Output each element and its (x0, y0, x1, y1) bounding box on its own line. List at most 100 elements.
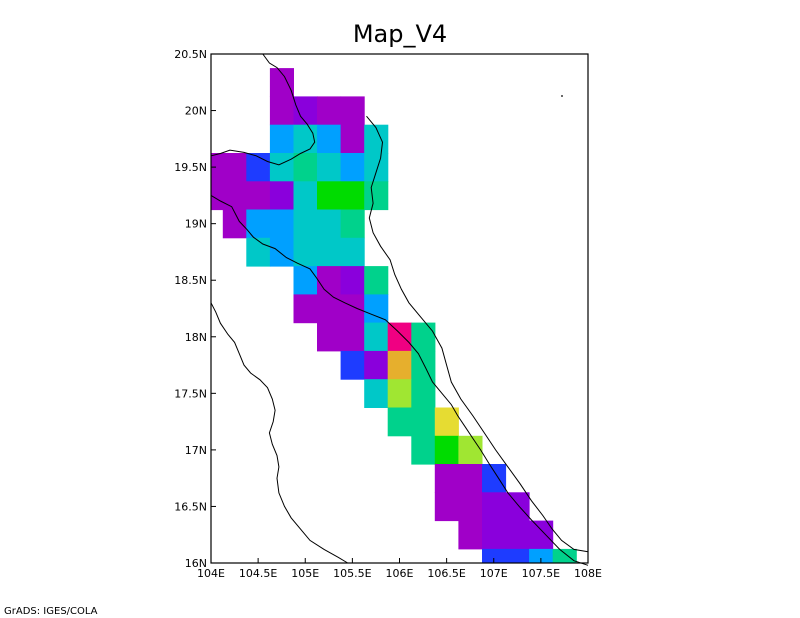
grid-cell (340, 266, 365, 295)
x-tick-label: 105.5E (333, 567, 371, 580)
grid-cell (317, 96, 342, 126)
grid-cell (458, 464, 483, 493)
grid-cell (364, 350, 389, 380)
grid-cell (387, 407, 412, 437)
grid-cell (340, 124, 365, 154)
grid-cell (458, 520, 483, 550)
grid-cell (552, 548, 577, 564)
grid-cell (411, 350, 436, 380)
map-title: Map_V4 (353, 20, 447, 48)
grid-cell (293, 294, 318, 324)
grid-cell (222, 181, 247, 211)
grid-cell (364, 294, 389, 324)
grid-cell (364, 153, 389, 182)
grid-cell (505, 548, 530, 564)
coastline-north (210, 53, 316, 166)
map-frame (210, 53, 589, 564)
grid-cell (293, 96, 318, 126)
border-line (210, 302, 348, 564)
y-tick-label: 16N (185, 557, 207, 570)
grid-cell (364, 322, 389, 352)
y-tick-label: 18.5N (174, 274, 207, 287)
grid-cell (434, 435, 459, 465)
grid-cell (387, 322, 412, 352)
coastline-sea (366, 115, 589, 553)
grid-cell (411, 435, 436, 465)
grid-cell (269, 124, 294, 154)
y-tick-label: 18N (185, 331, 207, 344)
y-tick-label: 17.5N (174, 387, 207, 400)
grid-cell (340, 350, 365, 380)
grid-cell (434, 407, 459, 437)
y-tick-label: 19.5N (174, 161, 207, 174)
grid-cell (340, 237, 365, 267)
grid-cell (364, 266, 389, 295)
y-tick-label: 19N (185, 218, 207, 231)
x-axis-ticks: 104E 104.5E 105E 105.5E 106E 106.5E 107E 107.5E… (197, 558, 602, 580)
grid-cell (317, 266, 342, 295)
grid-cell (340, 294, 365, 324)
x-tick-label: 105E (291, 567, 319, 580)
grid-cell (317, 322, 342, 352)
y-tick-label: 16.5N (174, 500, 207, 513)
coastline-inner (210, 194, 589, 566)
grid-cell (246, 237, 271, 267)
grid-cell (269, 209, 294, 239)
grid-cell (434, 492, 459, 522)
x-tick-label: 107.5E (522, 567, 560, 580)
grid-cell (482, 492, 507, 522)
grid-cell (340, 96, 365, 126)
grid-cell (211, 153, 224, 182)
grid-cell (317, 237, 342, 267)
grid-cell (269, 181, 294, 211)
data-cells (211, 68, 577, 564)
grid-cell (482, 520, 507, 550)
grid-cell (529, 548, 554, 564)
grid-cell (340, 153, 365, 182)
grid-cell (293, 266, 318, 295)
grid-cell (317, 153, 342, 182)
grid-cell (317, 181, 342, 211)
grid-cell (340, 181, 365, 211)
grid-cell (293, 181, 318, 211)
grid-cell (458, 492, 483, 522)
grid-cell (364, 379, 389, 408)
grid-cell (482, 548, 507, 564)
grid-cell (269, 96, 294, 126)
grid-cell (387, 350, 412, 380)
y-axis-ticks: 16N 16.5N 17N 17.5N 18N 18.5N 19N 19.5N 20N 20.5N (174, 48, 216, 570)
grid-cell (222, 153, 247, 182)
grid-cell (340, 322, 365, 352)
y-tick-label: 20.5N (174, 48, 207, 61)
grads-credit: GrADS: IGES/COLA (4, 606, 98, 617)
x-tick-label: 107E (480, 567, 508, 580)
grid-cell (364, 181, 389, 211)
x-tick-label: 104E (197, 567, 225, 580)
island-mark (561, 95, 563, 97)
grid-cell (269, 237, 294, 267)
grid-cell (246, 209, 271, 239)
grid-cell (246, 181, 271, 211)
coastlines (210, 53, 589, 566)
grid-cell (505, 520, 530, 550)
grid-cell (505, 492, 530, 522)
grid-cell (269, 68, 294, 97)
grid-cell (293, 237, 318, 267)
grid-cell (434, 464, 459, 493)
grid-cell (387, 379, 412, 408)
y-tick-label: 20N (185, 105, 207, 118)
x-tick-label: 106.5E (427, 567, 465, 580)
grid-cell (211, 181, 224, 211)
grid-cell (293, 153, 318, 182)
grid-cell (482, 464, 507, 493)
grid-cell (246, 153, 271, 182)
x-tick-label: 104.5E (239, 567, 277, 580)
x-tick-label: 106E (386, 567, 414, 580)
grid-cell (411, 407, 436, 437)
grid-cell (340, 209, 365, 239)
grid-cell (411, 379, 436, 408)
grid-cell (411, 322, 436, 352)
grid-cell (317, 124, 342, 154)
grid-cell (458, 435, 483, 465)
